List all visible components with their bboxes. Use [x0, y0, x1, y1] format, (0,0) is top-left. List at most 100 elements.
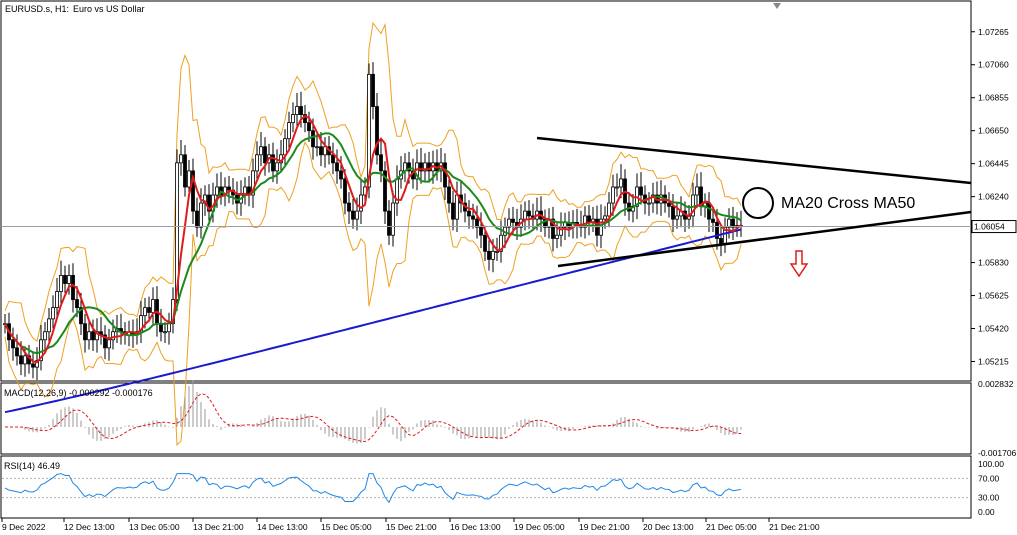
candle-body: [59, 275, 63, 292]
annotation-label: MA20 Cross MA50: [781, 195, 915, 212]
candle-body: [467, 210, 471, 217]
y-tick-label: 1.06240: [978, 192, 1009, 202]
macd-title: MACD(12,26,9) -0.000292 -0.000176: [4, 388, 153, 398]
candle-body: [307, 122, 311, 132]
candle-body: [351, 210, 355, 220]
y-tick-label: 1.05625: [978, 291, 1009, 301]
candle-body: [619, 178, 623, 188]
candle-body: [511, 218, 515, 223]
ma20-line: [4, 115, 742, 364]
x-tick-label: 14 Dec 13:00: [257, 522, 308, 532]
candle-body: [207, 194, 211, 212]
y-tick-label: 1.06855: [978, 93, 1009, 103]
candle-body: [51, 307, 55, 320]
candle-body: [19, 355, 23, 365]
macd-tick-label: 0.002832: [978, 379, 1014, 389]
candle-body: [83, 323, 87, 341]
candle-body: [559, 226, 563, 236]
candle-body: [291, 114, 295, 124]
candle-body: [151, 299, 155, 313]
macd-tick-label: -0.001706: [978, 448, 1017, 458]
candle-body: [143, 307, 147, 317]
x-tick-label: 9 Dec 2022: [2, 522, 46, 532]
x-tick-label: 15 Dec 21:00: [386, 522, 437, 532]
candle-body: [367, 73, 371, 188]
candle-body: [343, 178, 347, 204]
candle-body: [675, 215, 679, 220]
candle-body: [47, 318, 51, 333]
candle-body: [471, 215, 475, 220]
x-tick-label: 19 Dec 05:00: [514, 522, 565, 532]
y-tick-label: 1.06445: [978, 159, 1009, 169]
candle-body: [375, 106, 379, 156]
candle-body: [255, 154, 259, 172]
candle-body: [179, 154, 183, 164]
rsi-tick-label: 0.00: [978, 507, 995, 517]
candle-body: [731, 218, 735, 228]
candle-body: [347, 202, 351, 212]
chart-shift-marker: [773, 3, 781, 9]
candle-body: [483, 234, 487, 252]
candle-body: [335, 162, 339, 172]
x-tick-label: 12 Dec 13:00: [64, 522, 115, 532]
candle-body: [479, 226, 483, 236]
x-tick-label: 16 Dec 13:00: [450, 522, 501, 532]
candle-body: [599, 218, 603, 236]
candle-body: [43, 331, 47, 341]
candle-body: [331, 154, 335, 164]
candle-body: [423, 162, 427, 172]
candle-body: [91, 331, 95, 341]
rsi-line: [4, 473, 742, 504]
x-tick-label: 20 Dec 13:00: [643, 522, 694, 532]
down-arrow-icon: [789, 250, 809, 278]
candle-body: [487, 250, 491, 260]
candle-body: [527, 210, 531, 217]
candle-body: [215, 186, 219, 196]
candle-body: [75, 299, 79, 309]
macd-panel: [0, 382, 972, 455]
y-tick-label: 1.05420: [978, 324, 1009, 334]
candle-body: [183, 154, 187, 188]
cross-circle: [742, 187, 774, 219]
candle-body: [615, 186, 619, 189]
candle-body: [359, 194, 363, 212]
candle-body: [147, 307, 151, 313]
candle-body: [355, 210, 359, 220]
candle-body: [607, 202, 611, 217]
current-price-label: 1.06054: [974, 222, 1005, 232]
candle-body: [167, 323, 171, 333]
candle-body: [299, 106, 303, 115]
candle-body: [707, 202, 711, 220]
chart-title: EURUSD.s, H1: Euro vs US Dollar: [5, 4, 145, 14]
candle-body: [451, 202, 455, 220]
candle-body: [283, 138, 287, 156]
candle-body: [523, 210, 527, 220]
candle-body: [379, 154, 383, 172]
candle-body: [23, 355, 27, 365]
candle-body: [199, 202, 203, 228]
candle-body: [583, 215, 587, 228]
candle-body: [371, 73, 375, 107]
candle-body: [11, 339, 15, 349]
candle-body: [95, 331, 99, 341]
candle-body: [587, 215, 591, 223]
candle-body: [263, 146, 267, 164]
moving-averages: [4, 115, 742, 414]
y-tick-label: 1.05215: [978, 357, 1009, 367]
candle-body: [195, 210, 199, 228]
candle-body: [71, 275, 75, 300]
macd-signal-line: [5, 393, 742, 443]
rsi-tick-label: 70.00: [978, 473, 1000, 483]
y-axis: 1.07265 1.07060 1.06855 1.06650 1.06445 1.062…: [2, 27, 1017, 517]
candle-body: [407, 162, 411, 172]
bollinger-lower: [4, 141, 742, 447]
candle-body: [271, 154, 275, 172]
candle-body: [719, 238, 723, 244]
candle-body: [387, 210, 391, 236]
candle-body: [187, 170, 191, 188]
candle-body: [647, 202, 651, 205]
y-tick-label: 1.06650: [978, 126, 1009, 136]
candle-body: [251, 170, 255, 196]
y-tick-label: 1.05830: [978, 258, 1009, 268]
